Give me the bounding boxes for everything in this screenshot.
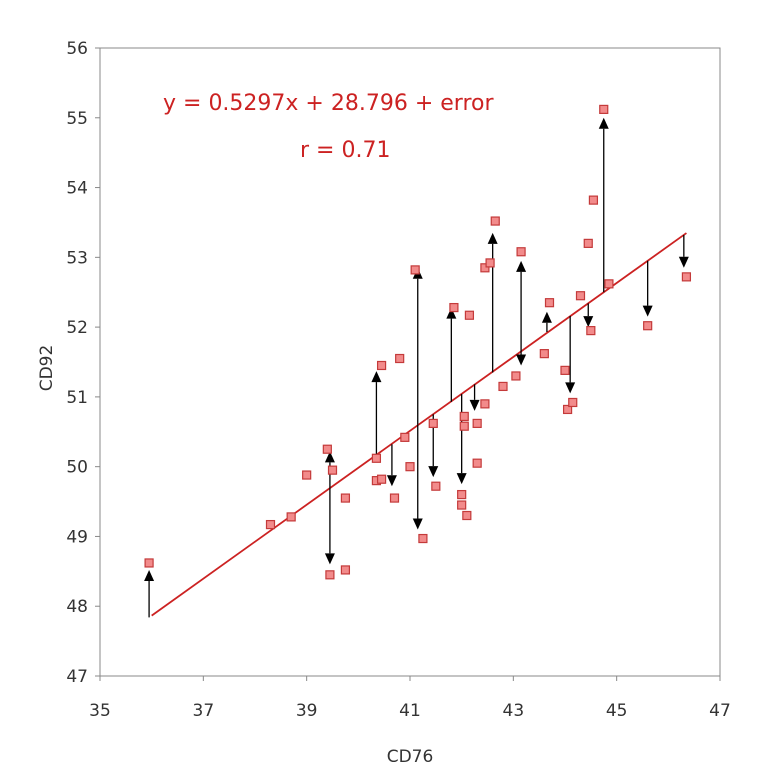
data-point	[490, 216, 500, 226]
residual-arrowhead	[565, 382, 576, 394]
residual-arrowhead	[516, 354, 527, 366]
y-tick-label: 50	[66, 458, 88, 478]
data-point	[472, 458, 482, 468]
data-point	[389, 493, 400, 503]
x-tick-label: 37	[193, 701, 215, 721]
data-point	[286, 512, 296, 522]
data-point	[599, 104, 609, 115]
residual-arrowhead	[144, 569, 155, 581]
data-point	[340, 565, 351, 575]
data-point	[588, 195, 599, 205]
data-point	[562, 404, 573, 415]
data-point	[457, 489, 467, 500]
data-point	[410, 265, 420, 275]
axis-ticks: 35 37 39 41 43 45 47 47 48 49 50 51 52 53 54 55 56	[66, 39, 730, 721]
data-point	[583, 238, 593, 248]
residual-arrowhead	[541, 311, 552, 323]
data-point	[395, 353, 405, 364]
data-point	[498, 381, 508, 392]
data-point	[464, 310, 475, 320]
data-point	[431, 481, 441, 491]
residual-arrowhead	[446, 307, 457, 319]
data-point	[604, 279, 614, 289]
data-point	[511, 371, 521, 381]
y-tick-label: 47	[66, 667, 88, 687]
data-point	[376, 360, 387, 371]
data-point	[516, 247, 526, 257]
residual-arrowhead	[598, 117, 609, 129]
y-tick-label: 49	[66, 527, 88, 547]
data-point	[568, 397, 578, 408]
residual-arrowhead	[642, 305, 653, 317]
residual-arrowhead	[583, 316, 594, 328]
data-point	[586, 326, 596, 336]
y-tick-label: 54	[66, 179, 88, 199]
data-point	[405, 462, 415, 472]
y-tick-label: 53	[66, 248, 88, 268]
data-point	[480, 399, 490, 409]
data-point	[544, 298, 555, 308]
x-tick-label: 47	[709, 701, 731, 721]
residual-arrowhead	[487, 232, 498, 244]
data-point	[457, 500, 467, 510]
y-tick-label: 51	[66, 388, 88, 408]
y-tick-label: 56	[66, 39, 88, 59]
data-point	[539, 349, 549, 359]
data-point	[480, 263, 490, 273]
residual-arrowhead	[516, 260, 527, 272]
residual-arrowhead	[371, 371, 382, 383]
data-point	[459, 411, 469, 422]
x-tick-label: 41	[399, 701, 421, 721]
residual-arrowhead	[428, 466, 439, 478]
y-tick-label: 48	[66, 597, 88, 617]
residual-arrowhead	[324, 451, 335, 463]
points-layer	[144, 104, 692, 580]
y-tick-label: 55	[66, 109, 88, 129]
residual-arrowhead	[412, 518, 423, 530]
data-point	[560, 365, 570, 375]
fit-line-layer	[151, 232, 687, 617]
residual-arrowhead	[469, 399, 480, 411]
plot-frame	[99, 47, 721, 677]
x-tick-label: 35	[89, 701, 111, 721]
data-point	[428, 418, 438, 429]
regression-line	[151, 232, 687, 617]
x-tick-label: 45	[606, 701, 628, 721]
data-point	[485, 258, 495, 268]
data-point	[643, 321, 653, 331]
y-tick-label: 52	[66, 318, 88, 338]
equation-annotation: y = 0.5297x + 28.796 + error	[163, 91, 494, 116]
data-point	[459, 421, 469, 431]
residual-arrowhead	[386, 475, 397, 487]
y-axis-title: CD92	[37, 345, 57, 392]
data-point	[325, 570, 335, 580]
data-point	[418, 533, 428, 544]
residual-arrows-layer	[144, 117, 689, 618]
data-point	[376, 474, 387, 484]
data-point	[462, 510, 472, 521]
data-point	[322, 444, 332, 454]
data-point	[327, 465, 338, 475]
residual-arrowhead	[678, 256, 689, 268]
x-axis-title: CD76	[387, 747, 434, 767]
data-point	[575, 291, 586, 301]
data-point	[302, 470, 312, 480]
data-point	[371, 453, 382, 463]
residual-arrowhead	[456, 473, 467, 485]
x-tick-label: 39	[296, 701, 318, 721]
correlation-annotation: r = 0.71	[300, 138, 390, 163]
data-point	[265, 519, 276, 530]
data-point	[400, 432, 410, 442]
data-point	[144, 558, 154, 568]
data-point	[472, 418, 482, 429]
residual-arrowhead	[324, 553, 335, 565]
data-point	[340, 493, 351, 503]
data-point	[681, 272, 692, 282]
x-tick-label: 43	[503, 701, 525, 721]
data-point	[449, 302, 459, 313]
